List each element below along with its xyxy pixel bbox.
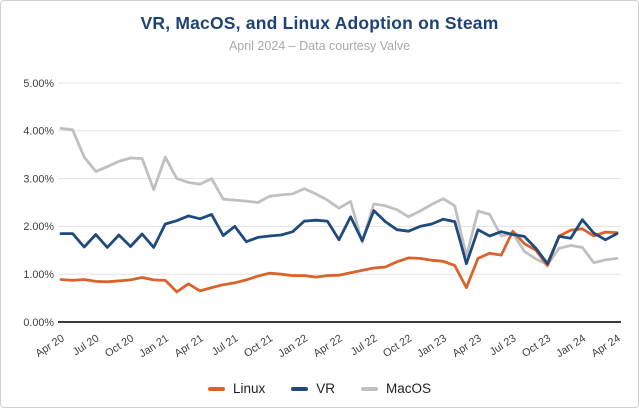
- x-tick-label: Apr 21: [172, 332, 205, 359]
- y-axis-labels: 0.00% 1.00% 2.00% 3.00% 4.00% 5.00%: [23, 78, 54, 329]
- y-tick-label: 4.00%: [23, 126, 54, 138]
- vr-line: [59, 209, 619, 266]
- x-tick-label: Oct 23: [520, 332, 553, 359]
- x-tick-label: Apr 23: [450, 332, 483, 359]
- legend-label: MacOS: [386, 381, 432, 396]
- legend-item-linux: Linux: [207, 381, 266, 396]
- legend-label: VR: [316, 381, 336, 396]
- legend-label: Linux: [232, 381, 266, 396]
- y-tick-label: 5.00%: [23, 78, 54, 90]
- x-tick-label: Jan 23: [415, 332, 449, 360]
- legend-swatch-macos: [361, 386, 379, 391]
- x-tick-label: Jan 22: [276, 332, 310, 360]
- x-tick-label: Oct 20: [103, 332, 136, 359]
- y-tick-label: 2.00%: [23, 221, 54, 233]
- legend: Linux VR MacOS: [1, 381, 638, 396]
- x-tick-label: Jul 20: [71, 332, 102, 358]
- y-tick-label: 1.00%: [23, 269, 54, 281]
- legend-item-vr: VR: [291, 381, 335, 396]
- x-tick-label: Jul 22: [349, 332, 380, 358]
- legend-swatch-vr: [291, 386, 309, 391]
- x-tick-label: Jan 24: [554, 332, 588, 360]
- x-tick-label: Oct 22: [381, 332, 414, 359]
- x-tick-label: Jul 23: [488, 332, 519, 358]
- x-tick-label: Apr 20: [33, 332, 66, 359]
- x-tick-label: Apr 24: [589, 332, 622, 359]
- x-tick-label: Apr 22: [311, 332, 344, 359]
- macos-line: [59, 127, 619, 267]
- linux-line: [59, 227, 619, 294]
- legend-item-macos: MacOS: [361, 381, 431, 396]
- y-tick-label: 3.00%: [23, 173, 54, 185]
- x-tick-label: Oct 21: [242, 332, 275, 359]
- gridlines-group: [58, 82, 621, 323]
- legend-swatch-linux: [207, 386, 225, 391]
- y-tick-label: 0.00%: [23, 317, 54, 329]
- chart-title: VR, MacOS, and Linux Adoption on Steam: [140, 13, 499, 33]
- series-lines: [59, 127, 619, 294]
- chart-subtitle: April 2024 – Data courtesy Valve: [228, 39, 411, 53]
- x-tick-label: Jan 21: [137, 332, 171, 360]
- x-tick-label: Jul 21: [210, 332, 241, 358]
- x-axis-labels: Apr 20 Jul 20 Oct 20 Jan 21 Apr 21 Jul 21 Oct …: [33, 332, 622, 360]
